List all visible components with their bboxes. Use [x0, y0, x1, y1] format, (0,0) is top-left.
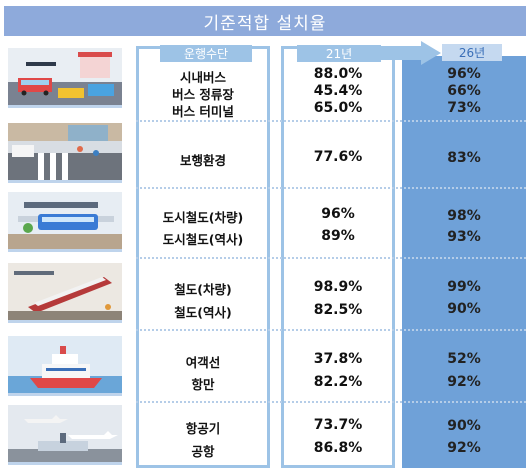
airport-illustration: [8, 405, 122, 465]
page-title: 기준적합 설치율: [4, 6, 526, 36]
value-2021: 77.6%: [313, 149, 363, 165]
value-2021: 86.8%: [313, 440, 363, 456]
railway-station-illustration: [8, 263, 122, 323]
mode-label: 버스 터미널: [172, 104, 234, 119]
value-2026: 90%: [447, 301, 481, 317]
value-2021: 73.7%: [313, 417, 363, 433]
value-2026: 99%: [447, 279, 481, 295]
ferry-port-illustration: [8, 336, 122, 396]
value-2026: 96%: [447, 66, 481, 82]
year26-column: [402, 56, 526, 468]
mode-label: 도시철도(역사): [162, 232, 244, 247]
mode-label: 버스 정류장: [172, 87, 234, 102]
row-divider: [136, 187, 526, 189]
row-divider: [136, 401, 526, 403]
header-mode: 운행수단: [160, 45, 252, 62]
mode-label: 도시철도(차량): [162, 210, 244, 225]
value-2026: 52%: [447, 351, 481, 367]
header-year26: 26년: [442, 44, 502, 61]
mode-label: 항공기: [185, 421, 221, 436]
value-2026: 73%: [447, 100, 481, 116]
value-2026: 83%: [447, 150, 481, 166]
value-2021: 82.2%: [313, 374, 363, 390]
urban-train-illustration: [8, 192, 122, 252]
value-2021: 89%: [321, 228, 355, 244]
header-year21: 21년: [297, 45, 381, 62]
value-2026: 92%: [447, 374, 481, 390]
mode-label: 철도(역사): [174, 305, 232, 320]
row-divider: [136, 120, 526, 122]
value-2021: 37.8%: [313, 351, 363, 367]
mode-label: 시내버스: [179, 70, 226, 85]
arrow-right-icon: [381, 41, 441, 65]
mode-label: 보행환경: [179, 153, 226, 168]
value-2021: 65.0%: [313, 100, 363, 116]
mode-label: 철도(차량): [174, 282, 232, 297]
row-divider: [136, 329, 526, 331]
mode-label: 항만: [191, 377, 215, 392]
value-2021: 88.0%: [313, 66, 363, 82]
row-divider: [136, 257, 526, 259]
bus-terminal-illustration: [8, 48, 122, 108]
value-2021: 96%: [321, 206, 355, 222]
value-2021: 45.4%: [313, 83, 363, 99]
value-2026: 93%: [447, 229, 481, 245]
value-2026: 90%: [447, 418, 481, 434]
value-2026: 98%: [447, 208, 481, 224]
value-2026: 92%: [447, 440, 481, 456]
value-2021: 98.9%: [313, 279, 363, 295]
value-2026: 66%: [447, 83, 481, 99]
mode-label: 여객선: [185, 355, 221, 370]
value-2021: 82.5%: [313, 302, 363, 318]
pedestrian-street-illustration: [8, 123, 122, 183]
mode-label: 공항: [191, 444, 215, 459]
